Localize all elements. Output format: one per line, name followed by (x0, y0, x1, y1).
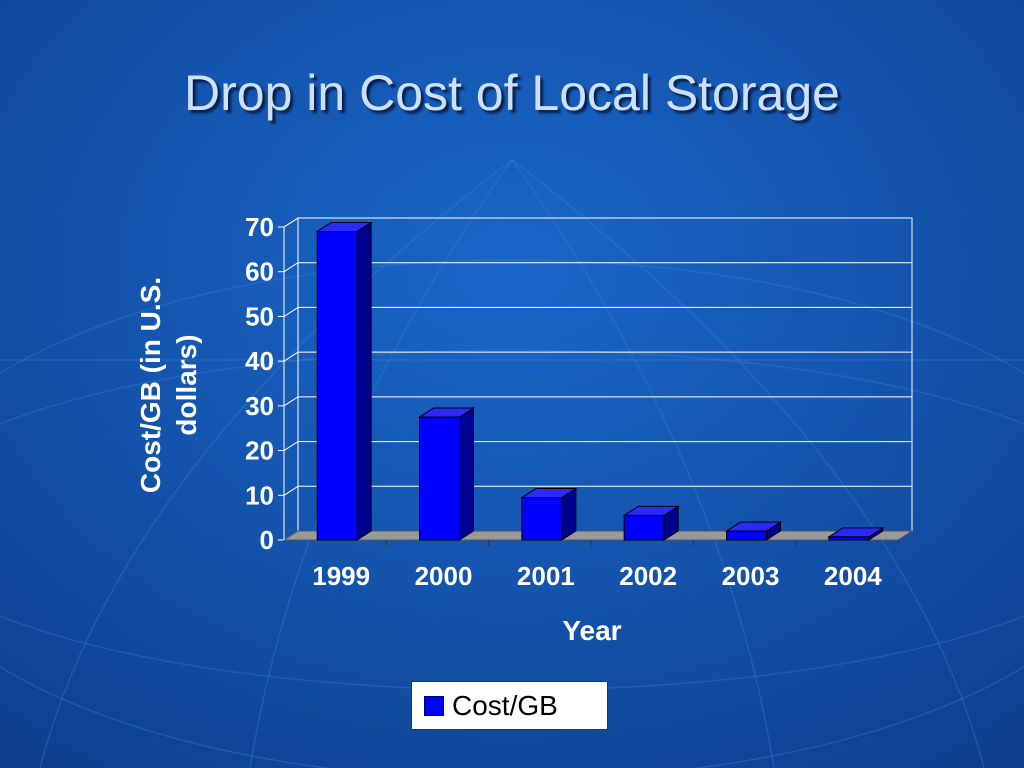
gridline-depth (283, 262, 299, 273)
gridline-depth (283, 217, 299, 228)
plot-side-wall (283, 217, 299, 541)
y-tick-label: 10 (245, 480, 274, 510)
bar-2004 (828, 536, 870, 541)
y-tick-label: 0 (260, 525, 274, 555)
bar-side-2000 (459, 407, 474, 541)
legend-label: Cost/GB (452, 689, 558, 721)
legend-swatch (424, 695, 444, 716)
x-tick-label: 1999 (312, 561, 370, 591)
x-tick-label: 2001 (517, 561, 575, 591)
y-tick-label: 20 (245, 436, 274, 466)
y-tick-label: 30 (245, 391, 274, 421)
gridline-depth (283, 485, 299, 496)
gridline-depth (283, 307, 299, 317)
x-tick-label: 2003 (722, 561, 780, 591)
y-tick-label: 60 (245, 257, 274, 287)
bar-2002 (623, 514, 665, 541)
x-tick-label: 2004 (824, 561, 882, 591)
x-tick-label: 2000 (415, 561, 473, 591)
bar-2003 (726, 530, 767, 541)
chart-floor (282, 530, 914, 541)
plot-area-border (297, 217, 913, 532)
y-tick-label: 70 (245, 212, 274, 242)
gridline-depth (283, 396, 299, 407)
y-axis-title: Cost/GB (in U.S. dollars) (135, 277, 202, 493)
slide-title: Drop in Cost of Local Storage (184, 65, 840, 121)
gridline-depth (283, 351, 299, 362)
bar-2000 (419, 416, 460, 541)
x-tick-label: 2002 (619, 561, 677, 591)
bar-side-1999 (356, 221, 372, 541)
y-tick-label: 40 (245, 346, 274, 376)
x-axis-title: Year (562, 615, 621, 646)
bar-1999 (316, 230, 358, 541)
gridline-depth (283, 441, 299, 451)
chart-legend: Cost/GB (411, 681, 608, 730)
bar-2001 (521, 497, 563, 541)
y-tick-label: 50 (245, 301, 274, 331)
